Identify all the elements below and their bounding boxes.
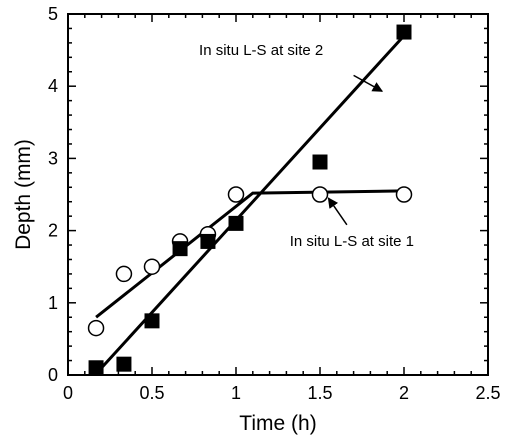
plot-area xyxy=(67,13,489,376)
data-point-circle xyxy=(115,265,133,283)
x-tick-label: 1.5 xyxy=(307,383,332,403)
data-point-square xyxy=(200,233,216,249)
data-point-circle xyxy=(395,186,413,203)
fit-line-site-2 xyxy=(100,34,406,369)
data-point-square xyxy=(88,360,104,376)
x-axis-title: Time (h) xyxy=(239,412,316,435)
data-point-circle xyxy=(227,186,245,203)
y-axis: 0 1 2 3 4 5 xyxy=(48,4,488,385)
data-point-circle xyxy=(143,258,161,275)
x-axis: 0 0.5 1 1.5 2 2.5 xyxy=(63,14,501,403)
fit-line-site-1 xyxy=(95,189,405,319)
data-points xyxy=(87,24,413,376)
fit-lines xyxy=(95,34,406,369)
y-tick-label: 5 xyxy=(48,4,58,24)
annotation-arrow xyxy=(353,74,384,92)
annotation-label: In situ L-S at site 1 xyxy=(290,233,414,250)
data-point-square xyxy=(116,356,132,372)
annotation-label: In situ L-S at site 2 xyxy=(199,42,323,59)
y-tick-label: 1 xyxy=(48,293,58,313)
x-tick-label: 0.5 xyxy=(139,383,164,403)
x-tick-label: 0 xyxy=(63,383,73,403)
x-tick-label: 1 xyxy=(231,383,241,403)
annotations: In situ L-S at site 2 In situ L-S at site… xyxy=(199,42,414,250)
y-tick-label: 4 xyxy=(48,76,58,96)
data-point-circle xyxy=(311,186,329,203)
data-point-square xyxy=(396,24,412,40)
data-point-circle xyxy=(87,319,105,337)
y-tick-label: 2 xyxy=(48,221,58,241)
data-point-square xyxy=(144,313,160,329)
data-point-square xyxy=(312,154,328,170)
y-axis-title: Depth (mm) xyxy=(12,139,35,250)
annotation-arrow xyxy=(327,197,348,226)
y-tick-label: 3 xyxy=(48,148,58,168)
data-point-square xyxy=(172,241,188,257)
y-tick-label: 0 xyxy=(48,365,58,385)
x-tick-label: 2 xyxy=(399,383,409,403)
x-tick-label: 2.5 xyxy=(475,383,500,403)
data-point-square xyxy=(228,215,244,231)
